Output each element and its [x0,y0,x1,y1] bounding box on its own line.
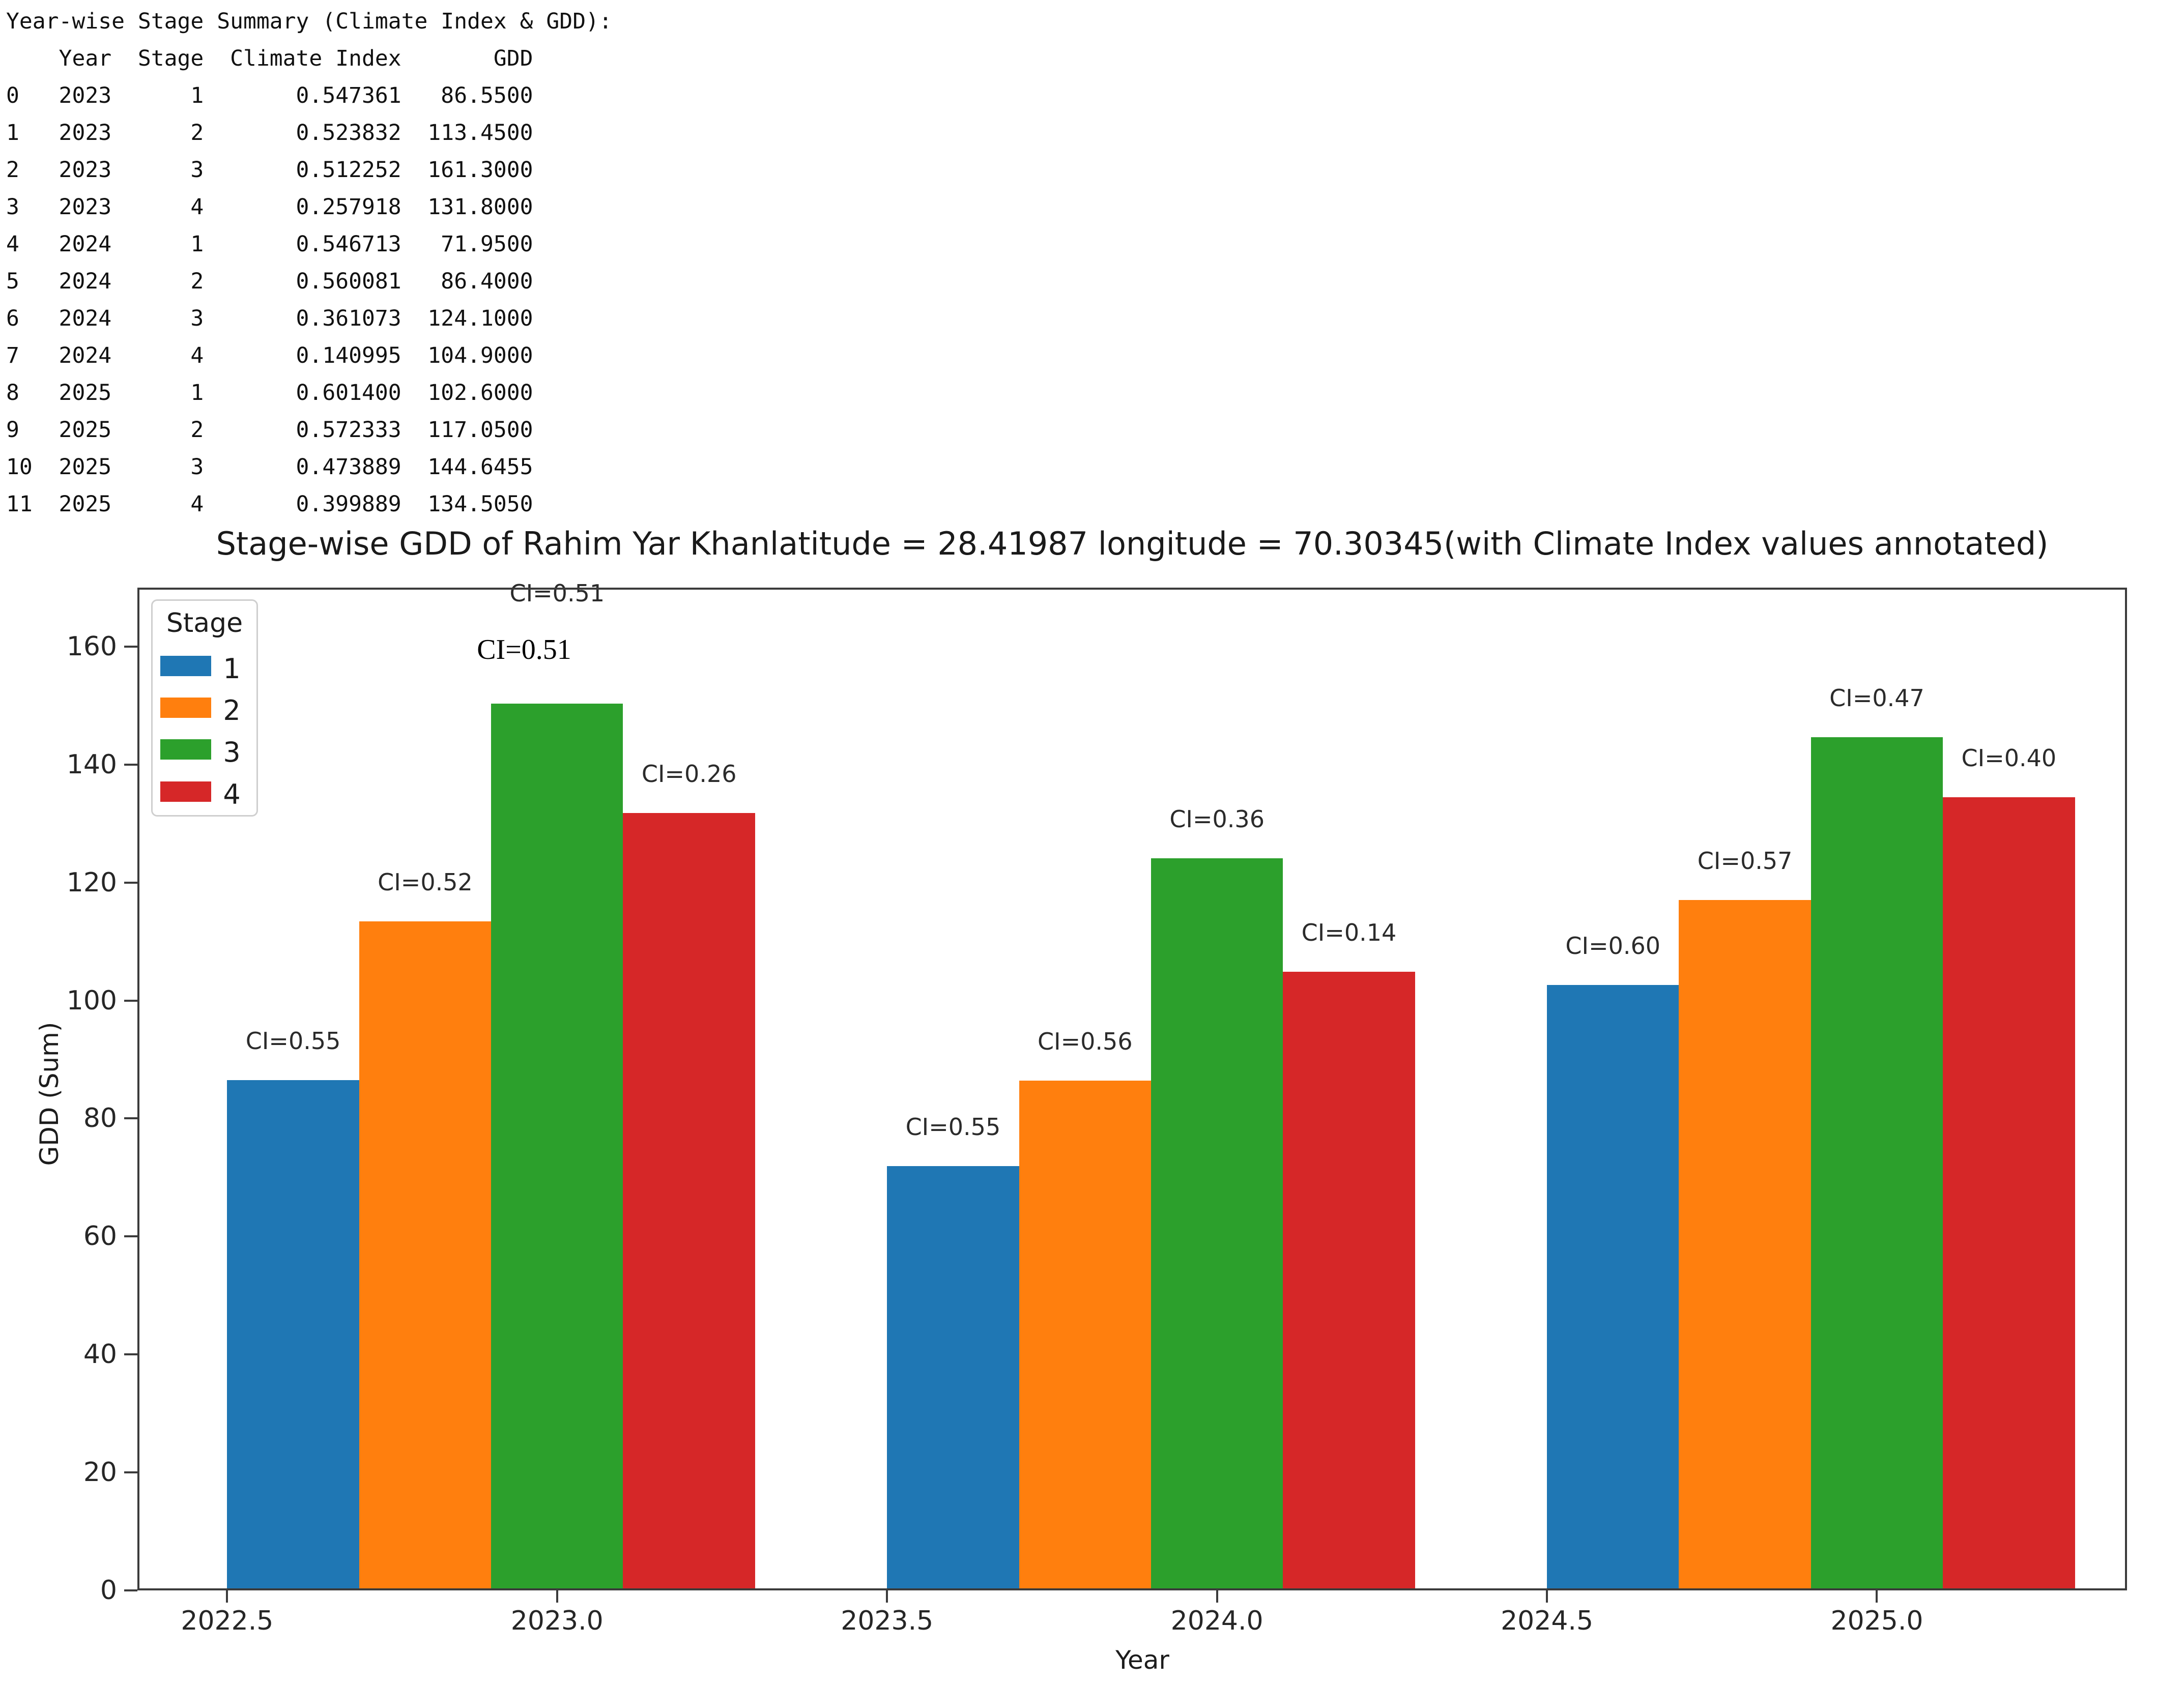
bar-ci-label: CI=0.47 [1829,684,1924,712]
y-tick-mark [124,1471,137,1474]
x-tick-mark [886,1590,888,1603]
legend-item-stage-2: 2 [153,694,256,727]
bar-ci-label: CI=0.14 [1301,918,1397,946]
x-axis-label: Year [1115,1645,1169,1675]
x-tick-mark [556,1590,558,1603]
x-tick-label: 2022.5 [181,1606,274,1636]
legend-label: 3 [223,736,241,768]
bar-2024-stage1 [887,1166,1019,1590]
legend-swatch-stage-3 [160,739,211,760]
y-tick-label: 140 [66,749,117,780]
bar-2024-stage2 [1019,1081,1151,1590]
bar-2025-stage2 [1679,899,1811,1590]
y-tick-label: 160 [66,631,117,662]
y-tick-mark [124,645,137,648]
bar-ci-label: CI=0.51 [509,579,605,607]
bar-2025-stage3 [1811,737,1943,1590]
legend-swatch-stage-2 [160,698,211,718]
y-tick-label: 100 [66,985,117,1016]
y-tick-mark [124,763,137,766]
legend-label: 1 [223,653,241,685]
y-tick-mark [124,1589,137,1591]
bar-2023-stage1 [227,1080,359,1590]
console-output: Year-wise Stage Summary (Climate Index &… [6,9,612,517]
bar-2023-stage4 [623,813,755,1590]
x-tick-label: 2025.0 [1830,1606,1923,1636]
y-tick-label: 0 [100,1575,117,1606]
bar-ci-label: CI=0.52 [378,868,473,896]
bar-2025-stage1 [1547,985,1679,1590]
bar-ci-label: CI=0.26 [641,760,737,788]
bar-2023-stage3 [491,704,623,1590]
x-tick-label: 2024.5 [1501,1606,1594,1636]
x-tick-label: 2024.0 [1170,1606,1263,1636]
bar-2024-stage3 [1151,858,1283,1590]
bar-ci-label: CI=0.55 [905,1113,1001,1141]
legend-label: 4 [223,778,241,810]
bar-2023-stage2 [359,921,492,1590]
y-tick-mark [124,1235,137,1238]
y-tick-mark [124,1117,137,1120]
legend: Stage 1 2 3 4 [151,599,258,817]
bar-ci-label: CI=0.56 [1037,1028,1133,1056]
bar-2025-stage4 [1943,797,2075,1590]
legend-label: 2 [223,694,241,727]
x-tick-label: 2023.5 [841,1606,934,1636]
y-tick-label: 80 [83,1103,117,1134]
y-tick-label: 60 [83,1221,117,1252]
x-tick-mark [1216,1590,1218,1603]
bar-ci-label: CI=0.40 [1961,744,2057,772]
y-tick-mark [124,881,137,884]
legend-item-stage-1: 1 [153,653,256,685]
x-tick-mark [226,1590,228,1603]
legend-item-stage-3: 3 [153,736,256,768]
bar-ci-label: CI=0.36 [1169,805,1265,833]
edited-serif-annotation: CI=0.51 [477,634,571,665]
legend-item-stage-4: 4 [153,778,256,810]
chart-title: Stage-wise GDD of Rahim Yar Khanlatitude… [216,525,2049,562]
bar-ci-label: CI=0.55 [245,1027,341,1055]
y-tick-label: 20 [83,1457,117,1488]
y-tick-mark [124,1353,137,1356]
y-axis-label: GDD (Sum) [35,1022,64,1166]
y-tick-label: 120 [66,867,117,898]
bar-2024-stage4 [1283,971,1415,1590]
y-tick-label: 40 [83,1339,117,1370]
legend-swatch-stage-4 [160,781,211,802]
bar-ci-label: CI=0.57 [1697,847,1793,875]
x-tick-mark [1876,1590,1878,1603]
bar-ci-label: CI=0.60 [1565,932,1661,960]
x-tick-label: 2023.0 [510,1606,604,1636]
legend-swatch-stage-1 [160,656,211,676]
x-tick-mark [1546,1590,1548,1603]
legend-title: Stage [166,608,243,639]
y-tick-mark [124,999,137,1002]
